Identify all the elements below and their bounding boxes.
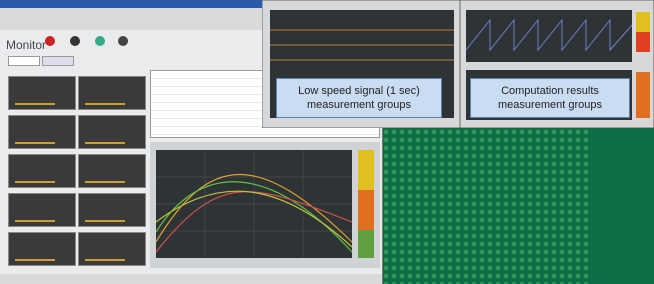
- callout: Low speed signal (1 sec) measurement gro…: [276, 78, 442, 118]
- stop-button[interactable]: [70, 36, 80, 46]
- callout-line: measurement groups: [277, 98, 441, 112]
- value-panel: [8, 232, 76, 266]
- callout-line: Low speed signal (1 sec): [277, 84, 441, 98]
- tool-button[interactable]: [95, 36, 105, 46]
- value-panel: [8, 115, 76, 149]
- value-panel: [8, 154, 76, 188]
- value-panel: [78, 76, 146, 110]
- callout-line: measurement groups: [471, 98, 629, 112]
- tab[interactable]: [8, 56, 40, 66]
- tool-button[interactable]: [118, 36, 128, 46]
- window-title: Monitor: [6, 38, 46, 52]
- callout-line: Computation results: [471, 84, 629, 98]
- value-panel: [78, 232, 146, 266]
- value-panel: [78, 115, 146, 149]
- graph-panel: [150, 142, 380, 268]
- screenshot: Monitor: [0, 0, 654, 284]
- callout: Computation results measurement groups: [470, 78, 630, 118]
- value-panel: [8, 76, 76, 110]
- value-panel: [78, 154, 146, 188]
- value-panel: [78, 193, 146, 227]
- record-button[interactable]: [45, 36, 55, 46]
- dotted-background: [382, 128, 654, 284]
- status-bar: [0, 274, 382, 284]
- value-panel: [8, 193, 76, 227]
- tab[interactable]: [42, 56, 74, 66]
